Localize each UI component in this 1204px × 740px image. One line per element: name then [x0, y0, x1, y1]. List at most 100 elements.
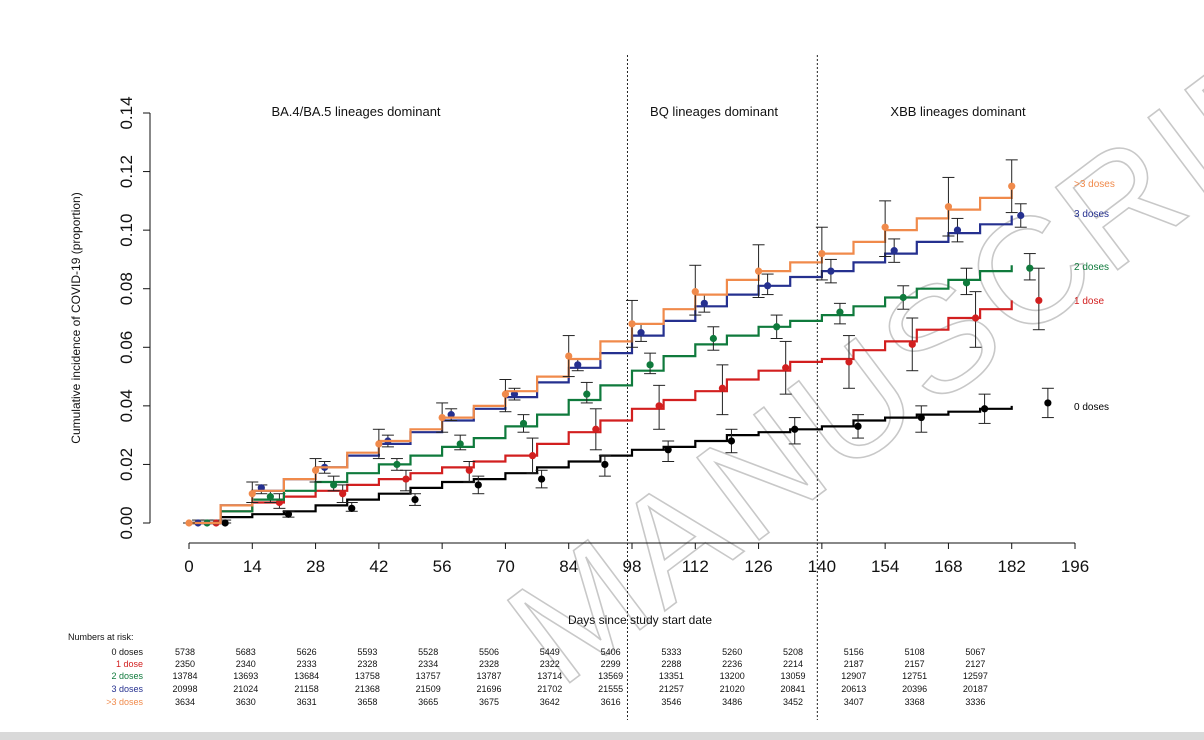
risk-cell-2-5: 13787 [476, 671, 501, 681]
series-2: 2 doses [189, 253, 1109, 527]
data-point-1-9 [782, 364, 790, 372]
data-point-4-12 [944, 203, 953, 211]
x-tick-label-14: 14 [243, 557, 262, 576]
risk-cell-1-0: 2350 [175, 659, 195, 669]
data-point-4-10 [818, 249, 826, 258]
risk-row-label-4: >3 doses [106, 697, 143, 707]
end-label-3: 3 doses [1074, 209, 1109, 220]
x-tick-label-98: 98 [623, 557, 642, 576]
data-point-4-4 [438, 413, 446, 422]
risk-cell-2-8: 13351 [659, 671, 684, 681]
x-tick-label-140: 140 [808, 557, 836, 576]
data-point-0-12 [980, 405, 989, 413]
numbers-at-risk-table: Numbers at risk: 0 doses 5738 5683 5626 5593 5… [68, 632, 988, 707]
risk-cell-4-10: 3452 [783, 697, 803, 707]
risk-cell-1-8: 2288 [661, 659, 681, 669]
data-point-3-8 [700, 299, 708, 307]
risk-cell-3-6: 21702 [537, 684, 562, 694]
data-point-3-1 [257, 484, 265, 492]
x-tick-label-112: 112 [682, 557, 709, 576]
data-point-1-10 [845, 358, 853, 366]
risk-table-title: Numbers at risk: [68, 632, 134, 642]
risk-cell-1-9: 2236 [722, 659, 742, 669]
risk-cell-3-3: 21368 [355, 684, 380, 694]
x-tick-label-70: 70 [496, 557, 515, 576]
risk-cell-0-3: 5593 [357, 647, 377, 657]
data-point-4-2 [311, 466, 320, 474]
risk-cell-0-8: 5333 [661, 647, 681, 657]
risk-cell-0-9: 5260 [722, 647, 742, 657]
risk-cell-2-4: 13757 [416, 671, 441, 681]
risk-row-label-3: 3 doses [111, 684, 143, 694]
risk-cell-0-11: 5156 [844, 647, 864, 657]
risk-cell-0-0: 5738 [175, 647, 195, 657]
risk-cell-3-0: 20998 [172, 684, 197, 694]
data-point-3-6 [574, 361, 582, 369]
data-point-0-1 [284, 510, 293, 518]
data-point-0-13 [1044, 399, 1052, 407]
risk-cell-1-11: 2187 [844, 659, 864, 669]
y-tick-label-0: 0.00 [117, 506, 136, 539]
risk-cell-2-0: 13784 [172, 671, 197, 681]
risk-cell-3-13: 20187 [963, 684, 988, 694]
data-point-2-6 [583, 390, 591, 398]
risk-cell-0-12: 5108 [905, 647, 925, 657]
data-point-2-10 [836, 308, 844, 316]
data-point-4-0 [185, 519, 193, 527]
x-tick-label-42: 42 [369, 557, 388, 576]
risk-cell-3-11: 20613 [841, 684, 866, 694]
data-point-4-3 [375, 440, 383, 448]
x-tick-label-154: 154 [871, 557, 899, 576]
period-dividers [626, 55, 818, 720]
risk-cell-1-10: 2214 [783, 659, 803, 669]
risk-cell-4-4: 3665 [418, 697, 438, 707]
data-point-2-3 [393, 460, 401, 469]
y-tick-label-5: 0.10 [117, 214, 136, 247]
data-point-3-7 [637, 329, 645, 337]
data-point-3-5 [510, 390, 519, 398]
data-point-2-12 [962, 279, 971, 287]
risk-cell-1-13: 2127 [965, 659, 985, 669]
data-point-0-8 [727, 437, 736, 445]
data-point-0-2 [348, 504, 356, 512]
risk-cell-1-2: 2333 [297, 659, 317, 669]
data-point-0-9 [791, 425, 799, 433]
data-point-4-9 [754, 267, 763, 275]
data-point-0-0 [221, 519, 229, 527]
data-point-2-2 [330, 481, 338, 489]
series-4: >3 doses [183, 159, 1115, 527]
data-point-1-13 [1035, 296, 1043, 305]
risk-cell-2-6: 13714 [537, 671, 562, 681]
y-tick-label-7: 0.14 [117, 96, 136, 129]
data-point-2-11 [899, 293, 907, 302]
data-point-4-1 [248, 490, 256, 498]
data-point-4-6 [565, 352, 573, 360]
risk-cell-1-7: 2299 [601, 659, 621, 669]
risk-cell-1-5: 2328 [479, 659, 499, 669]
risk-cell-0-1: 5683 [236, 647, 256, 657]
risk-cell-3-9: 21020 [720, 684, 745, 694]
risk-cell-3-8: 21257 [659, 684, 684, 694]
data-point-1-12 [971, 314, 980, 322]
end-label-2: 2 doses [1074, 262, 1109, 273]
data-point-0-6 [601, 460, 609, 469]
data-point-1-11 [908, 340, 916, 348]
risk-cell-3-2: 21158 [294, 684, 318, 694]
data-point-0-4 [474, 481, 482, 489]
chart-axes: 0 14 28 42 56 70 84 98 112 126 140 154 168 182 196 0.00… [69, 96, 1089, 627]
risk-cell-0-13: 5067 [965, 647, 985, 657]
data-point-0-3 [411, 495, 419, 504]
risk-cell-1-1: 2340 [236, 659, 256, 669]
data-point-1-3 [402, 475, 410, 483]
x-tick-label-126: 126 [744, 557, 772, 576]
x-tick-label-196: 196 [1061, 557, 1089, 576]
data-point-2-9 [773, 323, 781, 331]
risk-cell-2-11: 12907 [841, 671, 866, 681]
risk-cell-2-10: 13059 [780, 671, 805, 681]
data-point-3-9 [764, 282, 772, 290]
risk-cell-4-7: 3616 [601, 697, 621, 707]
data-point-1-7 [655, 402, 663, 410]
risk-cell-2-7: 13569 [598, 671, 623, 681]
end-label-0: 0 doses [1074, 402, 1109, 413]
